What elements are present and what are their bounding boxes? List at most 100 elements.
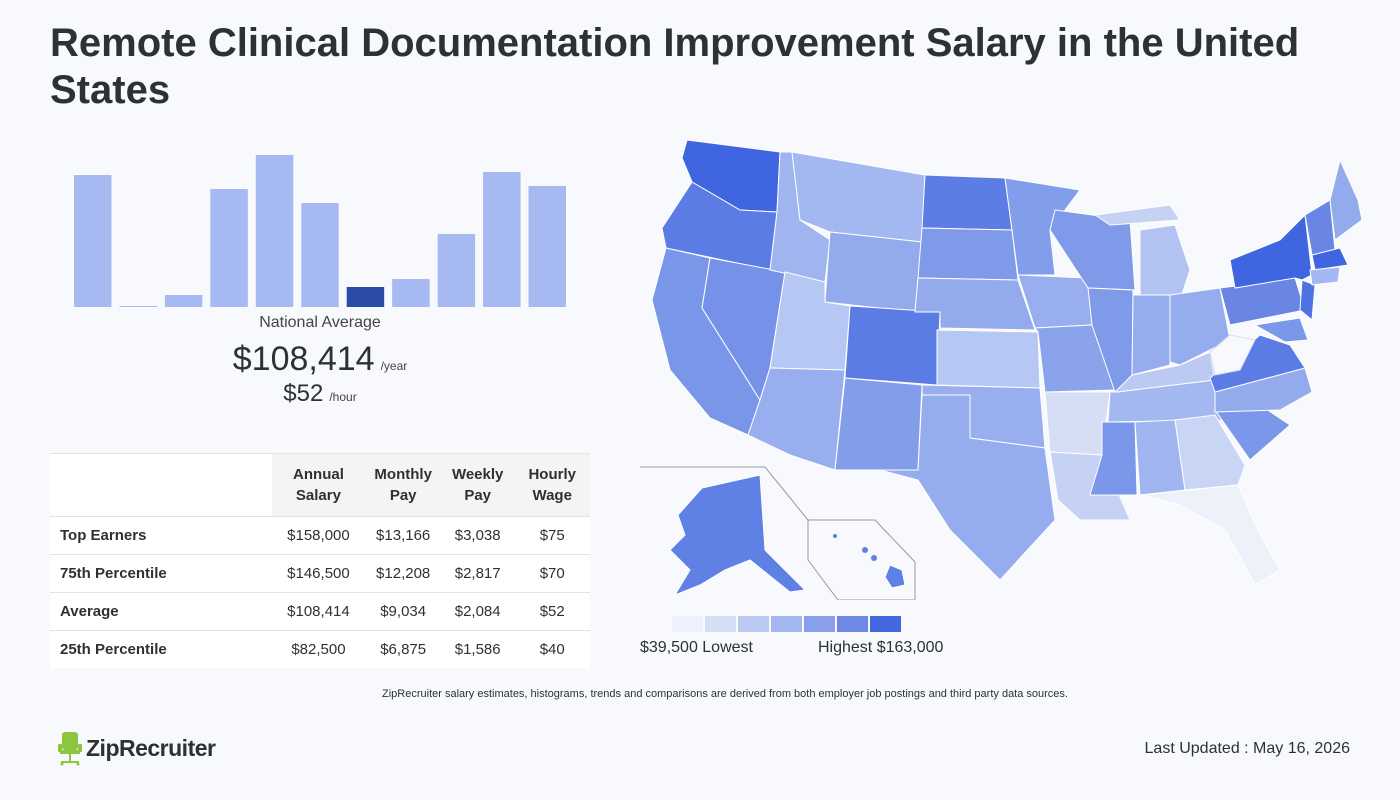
- header-hourly-wage: Hourly Wage: [514, 453, 590, 517]
- us-salary-map: [640, 139, 1363, 600]
- hawaii-island: [833, 534, 837, 538]
- legend-swatch: [837, 616, 868, 632]
- state-nebraska: [914, 277, 1036, 331]
- state-new-jersey: [1299, 279, 1316, 321]
- state-texas: [879, 394, 1056, 581]
- histogram-bar: [483, 172, 521, 307]
- cell: $70: [514, 554, 590, 593]
- cell: $52: [514, 592, 590, 631]
- state-kansas: [936, 329, 1041, 389]
- cell: $6,875: [365, 630, 441, 668]
- salary-table: Annual Salary Monthly Pay Weekly Pay Hou…: [50, 453, 590, 668]
- state-michigan-upper: [1093, 204, 1181, 226]
- hawaii-island: [871, 555, 877, 561]
- cell: $9,034: [365, 592, 441, 631]
- ziprecruiter-logo[interactable]: ZipRecruiter: [58, 730, 216, 766]
- header-monthly-pay: Monthly Pay: [365, 453, 441, 517]
- table-row: 25th Percentile $82,500 $6,875 $1,586 $4…: [50, 630, 590, 668]
- annual-salary-value: $108,414: [232, 340, 375, 378]
- page-title: Remote Clinical Documentation Improvemen…: [50, 21, 1300, 112]
- table-row: 75th Percentile $146,500 $12,208 $2,817 …: [50, 554, 590, 593]
- chair-icon: [58, 732, 82, 766]
- legend-swatch: [738, 616, 769, 632]
- hourly-wage-unit: /hour: [329, 390, 357, 404]
- state-maine: [1329, 158, 1363, 241]
- annual-salary: $108,414/year: [70, 340, 570, 379]
- histogram-bar: [301, 203, 339, 307]
- salary-histogram: [74, 155, 566, 307]
- inset-border-alaska: [640, 466, 809, 521]
- cell: $40: [514, 630, 590, 668]
- histogram-bar: [119, 306, 157, 307]
- national-average-label: National Average: [259, 314, 381, 331]
- state-wyoming: [824, 231, 923, 313]
- state-louisiana: [1049, 451, 1131, 521]
- cell: $82,500: [271, 630, 366, 668]
- state-new-mexico: [834, 377, 923, 471]
- hawaii-island: [862, 547, 868, 553]
- histogram-bar: [437, 234, 476, 307]
- state-massachusetts: [1311, 247, 1349, 271]
- state-michigan: [1139, 224, 1191, 301]
- header-blank: [50, 453, 272, 517]
- histogram-bar: [210, 189, 248, 307]
- histogram-bar: [255, 155, 294, 307]
- brand-name: ZipRecruiter: [86, 734, 216, 761]
- cell: $75: [514, 516, 590, 555]
- state-alaska: [669, 474, 807, 597]
- cell: $13,166: [365, 516, 441, 555]
- legend-high-label: Highest $163,000: [818, 639, 944, 656]
- table-row: Average $108,414 $9,034 $2,084 $52: [50, 592, 590, 631]
- cell: $3,038: [440, 516, 515, 555]
- cell: $2,084: [440, 592, 515, 631]
- state-maryland-delaware: [1253, 317, 1309, 343]
- state-georgia: [1174, 414, 1246, 491]
- disclaimer: ZipRecruiter salary estimates, histogram…: [382, 688, 1068, 700]
- header-weekly-pay: Weekly Pay: [440, 453, 515, 517]
- state-mississippi: [1089, 421, 1138, 496]
- legend-swatch: [870, 616, 901, 632]
- cell: $1,586: [440, 630, 515, 668]
- state-missouri: [1034, 324, 1116, 393]
- histogram-bar: [74, 175, 112, 307]
- header-annual-salary: Annual Salary: [271, 453, 366, 517]
- histogram-bar: [392, 279, 430, 307]
- last-updated: Last Updated : May 16, 2026: [1144, 740, 1350, 757]
- state-south-dakota: [917, 227, 1019, 281]
- state-arizona: [747, 367, 846, 471]
- state-vermont-nh: [1304, 199, 1336, 256]
- state-colorado: [844, 305, 941, 386]
- hourly-wage: $52/hour: [70, 380, 570, 408]
- state-indiana: [1131, 294, 1171, 376]
- state-pennsylvania: [1219, 277, 1306, 326]
- row-label: Average: [50, 592, 272, 631]
- histogram-bar: [528, 186, 566, 307]
- state-west-virginia: [1209, 334, 1256, 376]
- cell: $158,000: [271, 516, 366, 555]
- state-new-york: [1229, 213, 1313, 289]
- histogram-bar-highlight: [346, 287, 385, 307]
- inset-border-hawaii: [807, 519, 916, 600]
- table-row: Top Earners $158,000 $13,166 $3,038 $75: [50, 516, 590, 555]
- state-connecticut-ri: [1309, 266, 1341, 286]
- state-arkansas: [1044, 391, 1111, 456]
- legend-swatch: [672, 616, 703, 632]
- state-florida: [1139, 484, 1281, 586]
- hourly-wage-value: $52: [283, 380, 324, 407]
- cell: $146,500: [271, 554, 366, 593]
- table-header-row: Annual Salary Monthly Pay Weekly Pay Hou…: [50, 453, 590, 517]
- annual-salary-unit: /year: [380, 359, 408, 373]
- histogram-bar: [164, 295, 203, 307]
- map-legend: [672, 616, 901, 632]
- legend-low-label: $39,500 Lowest: [640, 639, 753, 656]
- state-ohio: [1169, 287, 1231, 366]
- cell: $12,208: [365, 554, 441, 593]
- row-label: 25th Percentile: [50, 630, 272, 668]
- legend-swatch: [804, 616, 835, 632]
- cell: $108,414: [271, 592, 366, 631]
- legend-swatch: [705, 616, 736, 632]
- row-label: Top Earners: [50, 516, 272, 555]
- state-hawaii: [884, 564, 906, 589]
- legend-swatch: [771, 616, 802, 632]
- state-north-dakota: [921, 174, 1013, 231]
